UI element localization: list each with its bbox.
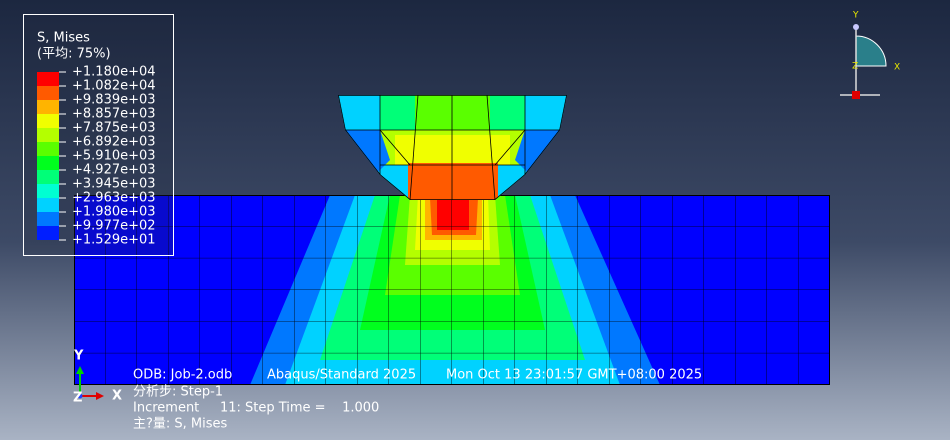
odb-label: ODB: Job-2.odb (133, 368, 232, 383)
legend-level: +1.082e+04 (72, 79, 156, 94)
view-z: Z (852, 62, 858, 72)
date-label: Mon Oct 13 23:01:57 GMT+08:00 2025 (446, 368, 702, 383)
triad: Y X Z (73, 349, 122, 406)
legend-swatch (37, 86, 59, 100)
legend-swatch (37, 226, 59, 240)
step-label: 分析步: Step-1 (133, 385, 223, 400)
legend-swatch (37, 184, 59, 198)
triad-y: Y (73, 349, 84, 364)
legend-level: +1.980e+03 (72, 205, 156, 220)
triad-z: Z (73, 391, 82, 406)
legend-swatch (37, 170, 59, 184)
view-x: X (894, 63, 900, 73)
view-triad: Y X Z (840, 11, 900, 99)
legend-level: +2.963e+03 (72, 191, 156, 206)
legend-swatch (37, 198, 59, 212)
legend-level: +8.857e+03 (72, 107, 156, 122)
version-label: Abaqus/Standard 2025 (267, 368, 416, 383)
legend-level: +5.910e+03 (72, 149, 156, 164)
plate (74, 195, 830, 385)
legend-level: +3.945e+03 (72, 177, 156, 192)
legend-title: S, Mises (37, 31, 90, 46)
legend-level: +9.977e+02 (72, 219, 156, 234)
legend-level: +9.839e+03 (72, 93, 156, 108)
legend-level: +6.892e+03 (72, 135, 156, 150)
legend-swatch (37, 72, 59, 86)
legend-scale: +1.180e+04+1.082e+04+9.839e+03+8.857e+03… (37, 65, 156, 248)
legend-swatch (37, 128, 59, 142)
legend-subtitle: (平均: 75%) (37, 47, 111, 62)
legend-level: +7.875e+03 (72, 121, 156, 136)
legend-swatch (37, 100, 59, 114)
increment-label: Increment 11: Step Time = 1.000 (133, 401, 379, 416)
legend-level: +1.529e+01 (72, 233, 156, 248)
legend-swatch (37, 156, 59, 170)
legend-swatch (37, 114, 59, 128)
triad-x: X (112, 389, 122, 404)
legend-swatch (37, 212, 59, 226)
variable-label: 主?量: S, Mises (133, 417, 228, 432)
legend-swatch (37, 142, 59, 156)
view-y: Y (852, 11, 859, 21)
legend-level: +1.180e+04 (72, 65, 156, 80)
legend-level: +4.927e+03 (72, 163, 156, 178)
